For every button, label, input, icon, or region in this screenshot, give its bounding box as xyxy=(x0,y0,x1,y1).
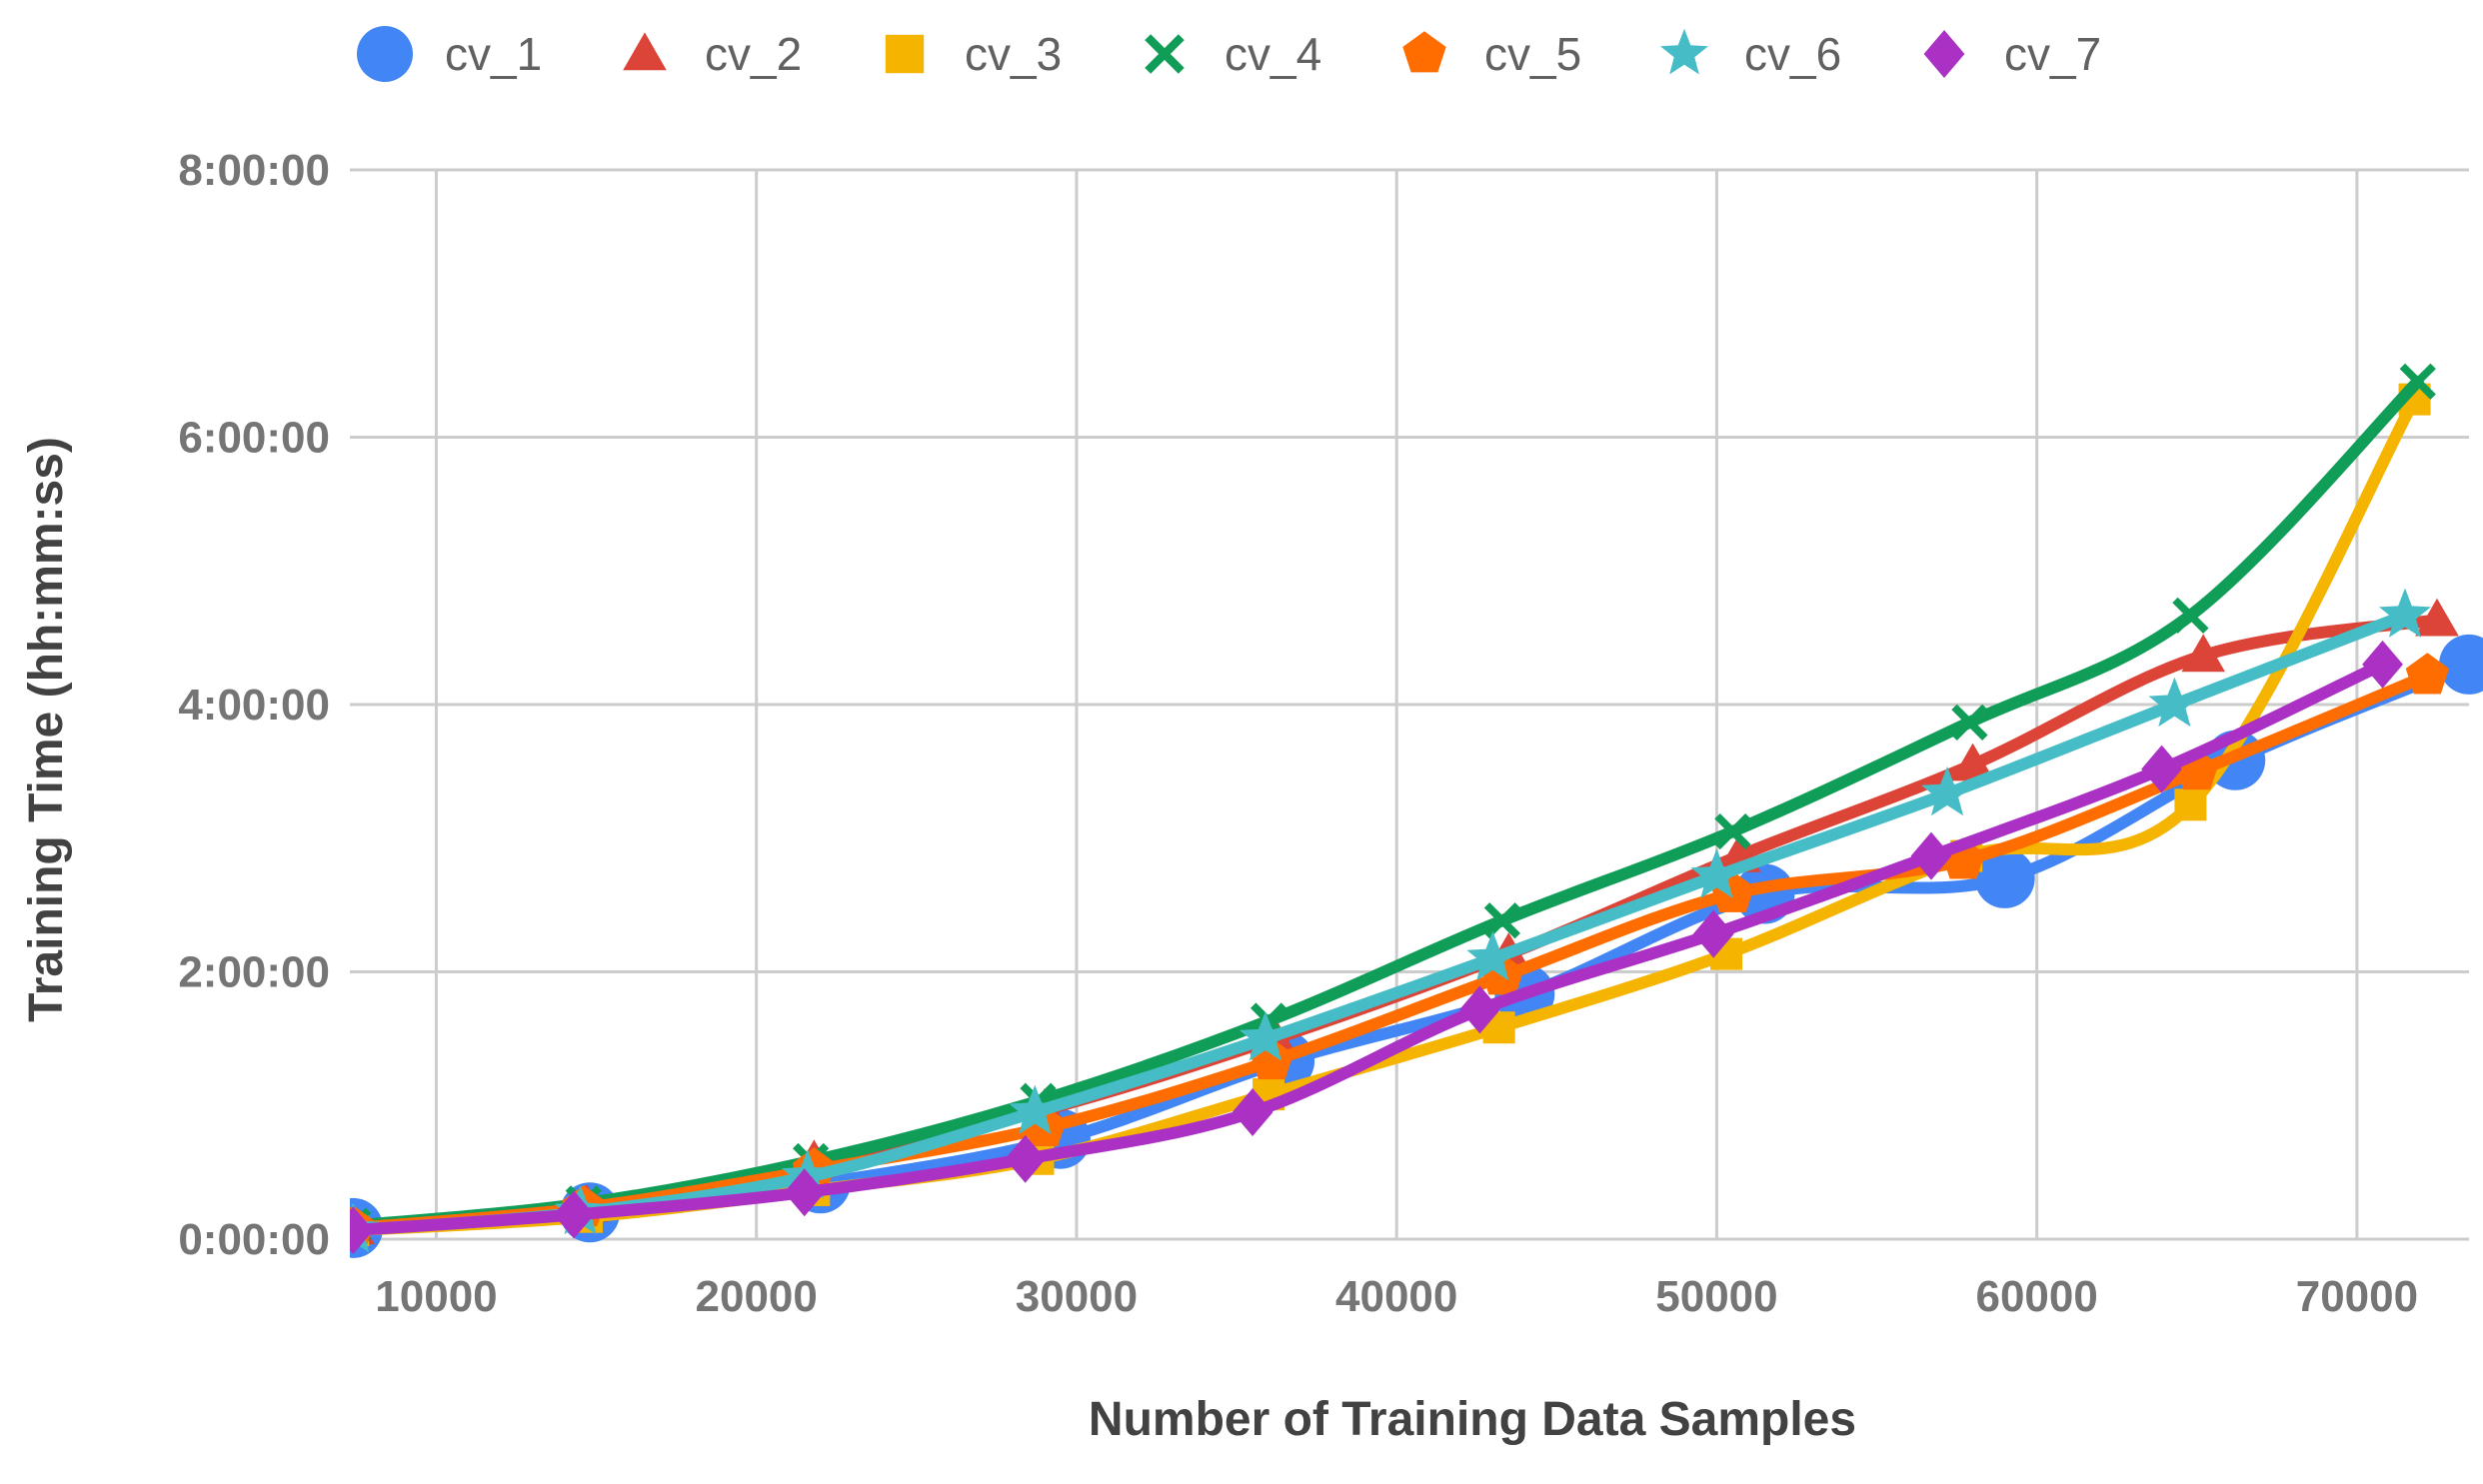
legend-label: cv_7 xyxy=(2004,28,2101,80)
data-point-cv_4 xyxy=(2399,363,2436,400)
data-point-cv_7 xyxy=(1005,1134,1047,1183)
legend-item-cv_3: cv_3 xyxy=(885,28,1062,80)
x-axis-title: Number of Training Data Samples xyxy=(1089,1393,1856,1446)
x-tick-label: 70000 xyxy=(2296,1272,2418,1321)
legend-label: cv_5 xyxy=(1484,28,1581,80)
legend-item-cv_5: cv_5 xyxy=(1402,28,1581,80)
data-point-cv_4 xyxy=(1714,812,1751,850)
data-point-cv_7 xyxy=(350,1206,374,1255)
series-cv_5 xyxy=(350,653,2450,1247)
x-tick-label: 40000 xyxy=(1335,1272,1457,1321)
data-point-cv_6 xyxy=(1239,1011,1291,1061)
data-point-cv_7 xyxy=(1232,1087,1273,1136)
legend-item-cv_7: cv_7 xyxy=(1923,28,2101,80)
x-tick-label: 10000 xyxy=(375,1272,497,1321)
y-tick-label: 2:00:00 xyxy=(178,948,330,997)
series-cv_7 xyxy=(350,640,2403,1255)
x-tick-label: 30000 xyxy=(1016,1272,1138,1321)
series-line-cv_5 xyxy=(350,670,2434,1234)
data-point-cv_7 xyxy=(2141,744,2182,793)
data-point-cv_5 xyxy=(2405,653,2450,695)
data-point-cv_6 xyxy=(1921,765,1973,816)
legend-marker-cv_7 xyxy=(1923,30,1965,78)
x-tick-label: 50000 xyxy=(1655,1272,1777,1321)
legend-label: cv_1 xyxy=(445,28,542,80)
x-tick-label: 20000 xyxy=(696,1272,818,1321)
data-point-cv_2 xyxy=(2415,598,2459,637)
data-point-cv_7 xyxy=(1692,909,1734,958)
data-point-cv_7 xyxy=(553,1190,595,1239)
series-line-cv_2 xyxy=(350,614,2443,1234)
legend-marker-cv_3 xyxy=(885,34,925,74)
legend-item-cv_6: cv_6 xyxy=(1660,28,1841,80)
data-point-cv_6 xyxy=(1466,930,1519,981)
x-axis-ticks: 10000 20000 30000 40000 50000 60000 70000 xyxy=(375,1272,2418,1321)
series-group xyxy=(350,363,2483,1258)
legend-marker-cv_1 xyxy=(357,26,413,82)
data-point-cv_1 xyxy=(2439,634,2483,695)
legend: cv_1 cv_2 cv_3 cv_4 cv_5 cv_6 cv_7 xyxy=(357,26,2101,82)
data-point-cv_4 xyxy=(1483,902,1520,939)
legend-label: cv_2 xyxy=(705,28,802,80)
y-axis-title: Training Time (hh:mm:ss) xyxy=(20,437,73,1022)
series-cv_2 xyxy=(350,598,2459,1245)
legend-marker-cv_5 xyxy=(1402,31,1446,73)
data-point-cv_6 xyxy=(2379,588,2431,638)
y-tick-label: 0:00:00 xyxy=(178,1215,330,1264)
data-point-cv_6 xyxy=(1009,1084,1062,1134)
data-point-cv_1 xyxy=(1974,847,2035,908)
series-line-cv_6 xyxy=(350,609,2411,1237)
legend-item-cv_4: cv_4 xyxy=(1145,28,1321,80)
plot-area xyxy=(350,363,2483,1258)
legend-label: cv_3 xyxy=(965,28,1062,80)
y-tick-label: 6:00:00 xyxy=(178,414,330,463)
legend-label: cv_6 xyxy=(1744,28,1841,80)
data-point-cv_6 xyxy=(1690,848,1743,898)
data-point-cv_4 xyxy=(1951,704,1988,741)
data-point-cv_7 xyxy=(2362,640,2403,689)
data-point-cv_3 xyxy=(2174,788,2207,821)
y-tick-label: 4:00:00 xyxy=(178,681,330,730)
series-cv_3 xyxy=(350,383,2431,1247)
legend-marker-cv_2 xyxy=(623,32,667,71)
legend-label: cv_4 xyxy=(1225,28,1321,80)
series-line-cv_7 xyxy=(350,658,2389,1237)
y-tick-label: 8:00:00 xyxy=(178,146,330,195)
legend-item-cv_2: cv_2 xyxy=(623,28,802,80)
data-point-cv_7 xyxy=(1910,831,1952,880)
legend-marker-cv_4 xyxy=(1145,34,1185,74)
data-point-cv_4 xyxy=(2172,597,2209,634)
data-point-cv_2 xyxy=(1950,742,1995,781)
x-tick-label: 60000 xyxy=(1975,1272,2097,1321)
grid xyxy=(350,168,2469,1241)
series-cv_1 xyxy=(350,634,2483,1258)
data-point-cv_7 xyxy=(784,1168,826,1217)
data-point-cv_2 xyxy=(2181,634,2225,673)
series-line-cv_1 xyxy=(350,658,2475,1234)
legend-marker-cv_6 xyxy=(1660,28,1708,75)
legend-item-cv_1: cv_1 xyxy=(357,26,542,82)
y-axis-ticks: 0:00:00 2:00:00 4:00:00 6:00:00 8:00:00 xyxy=(178,146,330,1264)
data-point-cv_7 xyxy=(1459,985,1500,1034)
data-point-cv_6 xyxy=(2148,677,2201,728)
